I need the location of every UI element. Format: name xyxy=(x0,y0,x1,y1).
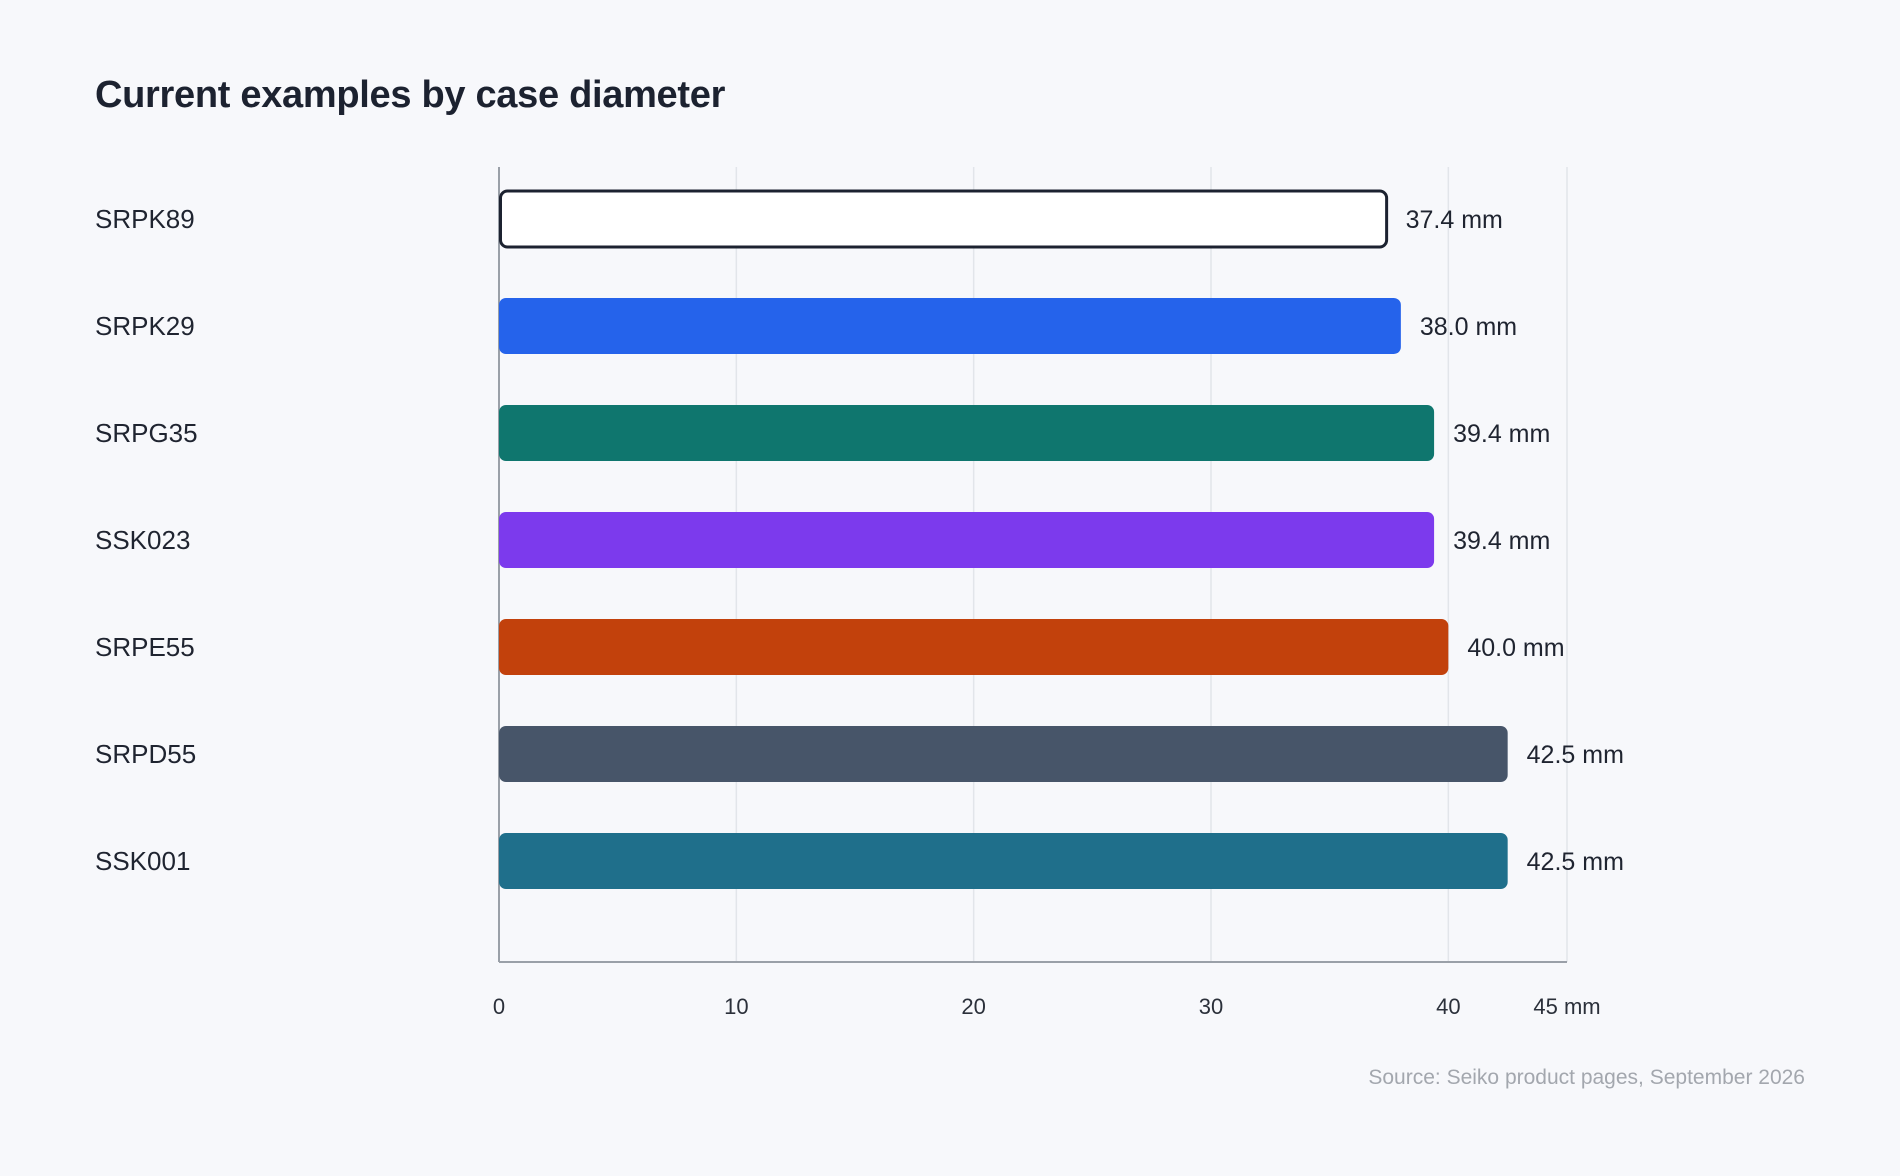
bar-srpk29 xyxy=(499,298,1401,354)
source-note: Source: Seiko product pages, September 2… xyxy=(1368,1066,1805,1089)
bar-srpg35 xyxy=(499,405,1435,461)
category-label: SRPK89 xyxy=(95,204,195,234)
x-tick-label: 45 mm xyxy=(1533,994,1600,1019)
value-label: 42.5 mm xyxy=(1527,741,1624,769)
x-tick-label: 40 xyxy=(1436,994,1460,1019)
category-label: SRPK29 xyxy=(95,311,195,341)
bar-ssk001 xyxy=(499,833,1508,889)
category-label: SSK023 xyxy=(95,525,190,555)
value-label: 39.4 mm xyxy=(1453,527,1550,555)
value-label: 38.0 mm xyxy=(1420,313,1517,341)
bar-srpd55 xyxy=(499,726,1508,782)
value-label: 40.0 mm xyxy=(1467,634,1564,662)
value-label: 42.5 mm xyxy=(1527,848,1624,876)
chart-title: Current examples by case diameter xyxy=(95,74,726,116)
value-label: 37.4 mm xyxy=(1406,206,1503,234)
x-tick-label: 10 xyxy=(724,994,748,1019)
category-label: SSK001 xyxy=(95,846,190,876)
category-label: SRPG35 xyxy=(95,418,198,448)
category-label: SRPE55 xyxy=(95,632,195,662)
category-label: SRPD55 xyxy=(95,739,196,769)
x-tick-label: 0 xyxy=(493,994,505,1019)
bar-srpk89 xyxy=(499,189,1389,249)
x-tick-label: 20 xyxy=(961,994,985,1019)
bar-ssk023 xyxy=(499,512,1435,568)
bar-srpe55 xyxy=(499,619,1449,675)
x-tick-label: 30 xyxy=(1199,994,1223,1019)
value-label: 39.4 mm xyxy=(1453,420,1550,448)
